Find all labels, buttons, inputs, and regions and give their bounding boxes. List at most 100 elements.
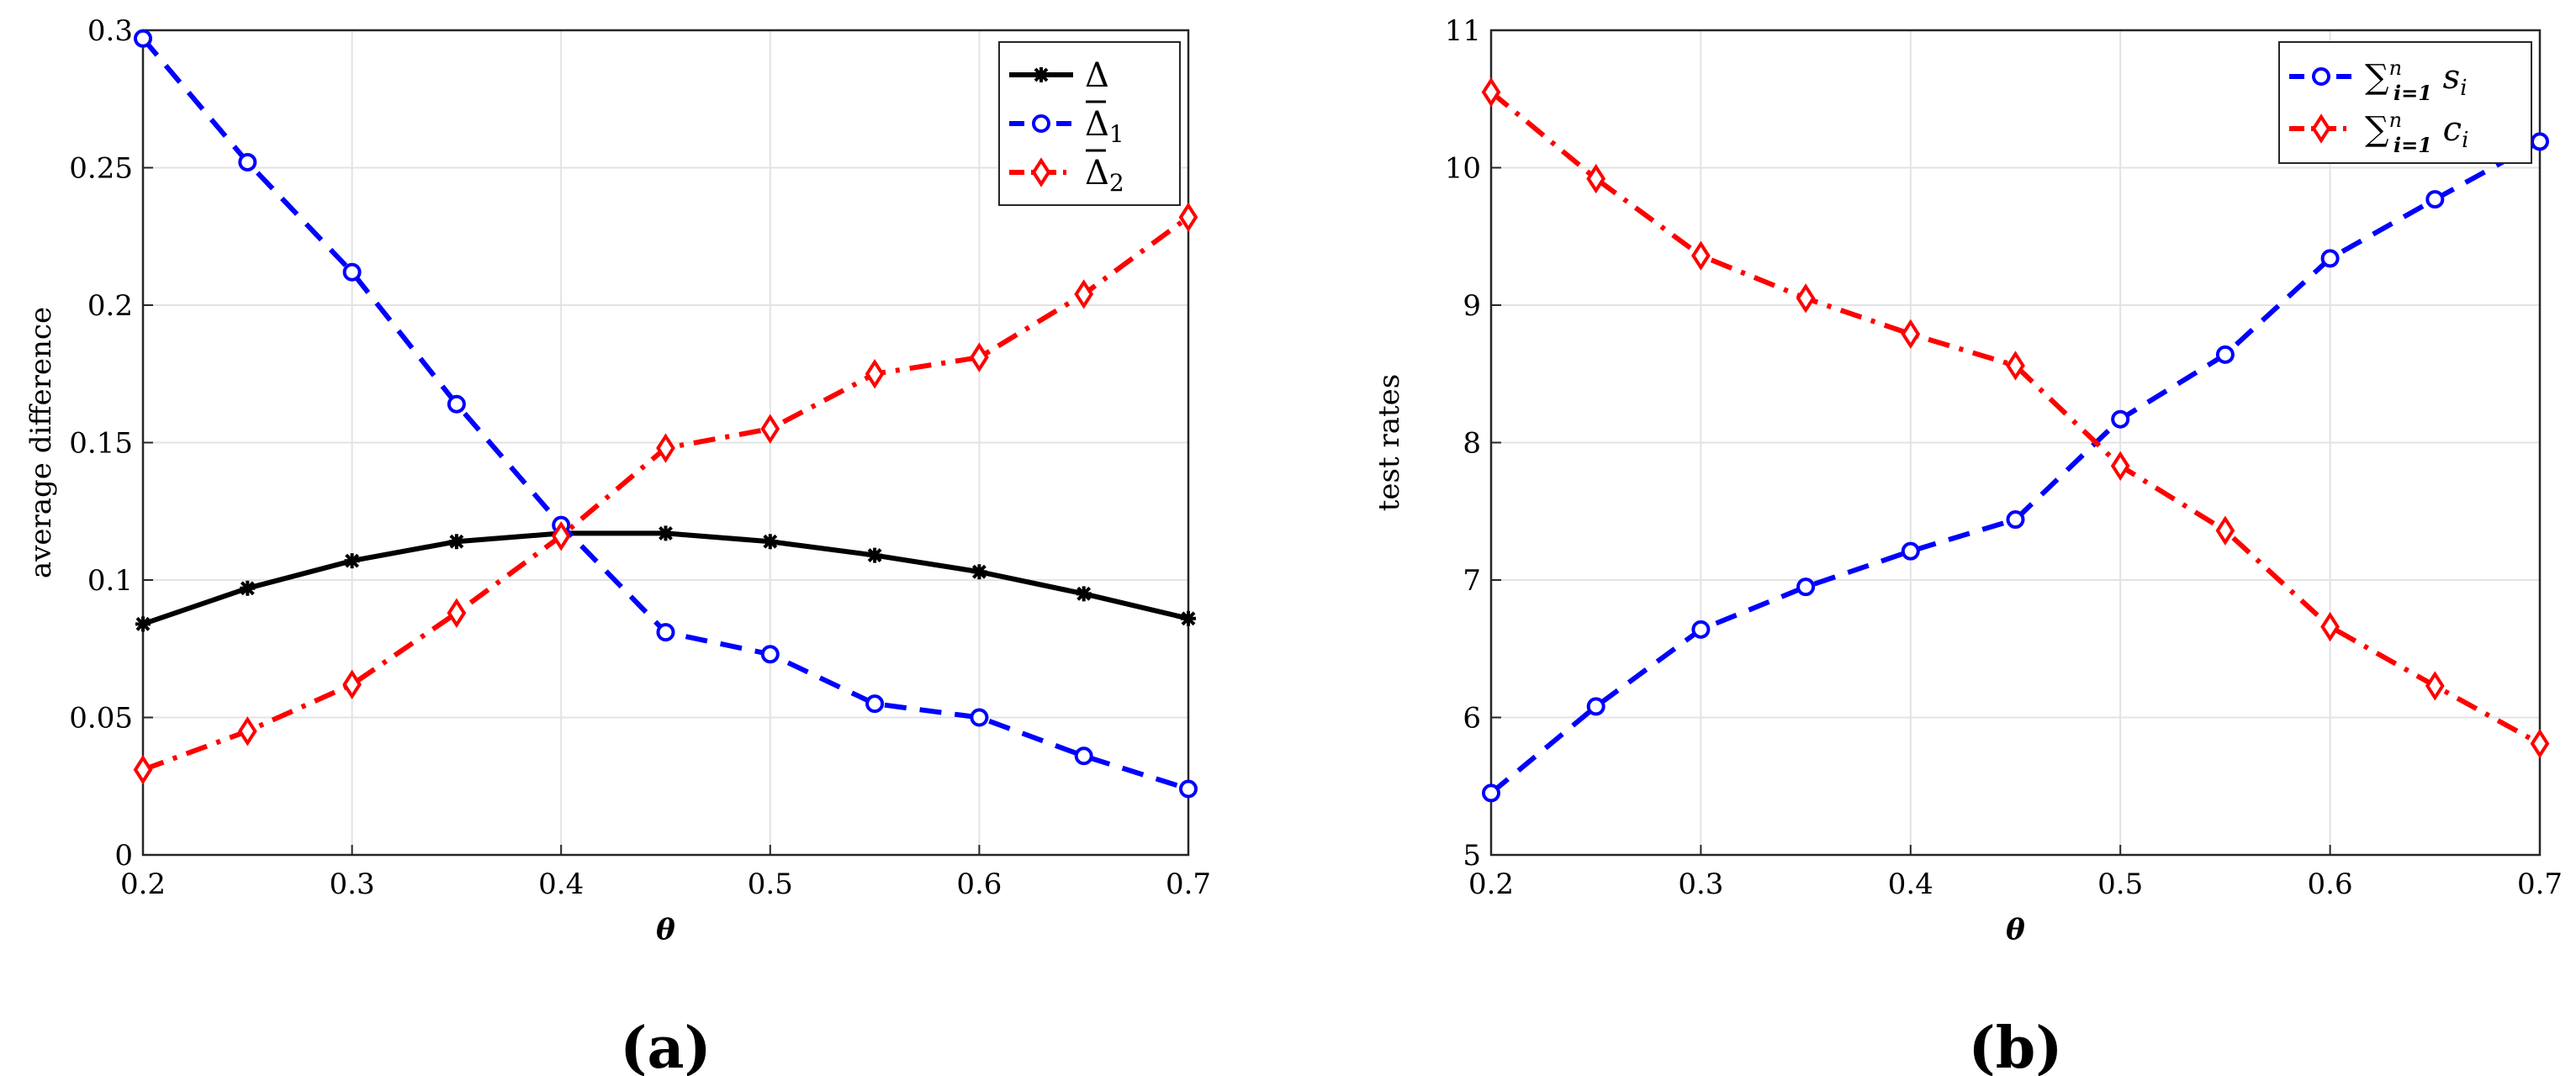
series-1-point [971,564,987,580]
y-tick-label: 0.1 [87,564,133,598]
x-tick-label: 0.3 [1678,868,1723,901]
series-1-point [240,580,256,596]
series-2-point [134,29,152,48]
legend-box [998,41,1181,206]
series-2-point [1901,319,1921,350]
x-tick-label: 0.2 [1468,868,1514,901]
x-tick-label: 0.5 [2097,868,2143,901]
y-tick-label: 6 [1463,702,1481,736]
y-tick-label: 0.3 [87,14,133,48]
series-3 [133,202,1198,785]
series-1-point [2006,510,2025,530]
series-1-point [2111,409,2130,429]
legend-marker [2311,113,2331,144]
series-3-point [342,669,362,699]
series-1-point [1691,620,1711,639]
series-1-point [1796,578,1816,597]
x-tick-label: 0.3 [330,868,375,901]
y-tick-label: 0 [114,839,133,873]
series-1-point [2215,345,2235,364]
series-3-point [1074,279,1094,309]
y-tick-label: 10 [1445,152,1481,186]
y-tick-label: 0.25 [69,152,133,186]
y-tick-label: 0.15 [69,427,133,461]
y-tick-label: 7 [1463,564,1481,598]
series-2-point [865,694,885,714]
series-3-point [970,342,989,372]
chart-a: 0.2 0.3 0.4 0.5 0.6 0.7 0 0.05 0.1 0.15 0.2 0.25 0.3… [24,14,1211,1076]
series-1-point [2320,249,2340,268]
x-tick-label: 0.7 [2517,868,2563,901]
series-2-point [1691,240,1711,271]
series-3-point [237,716,257,746]
subfigure-caption: (a) [620,1015,711,1076]
y-axis-label: test rates [1373,374,1406,511]
x-tick-label: 0.5 [748,868,793,901]
series-2-point [656,623,675,642]
x-axis-label: θ [2006,913,2025,947]
series-1-point [1586,697,1605,716]
series-2-point [1179,779,1198,799]
series-1-point [658,525,674,541]
series-2-point [2006,351,2025,381]
y-tick-label: 5 [1463,839,1481,873]
legend-marker [1031,157,1051,187]
legend: ∑n i=1 si∑n i=1 ci [2278,41,2532,164]
x-tick-label: 0.4 [538,868,584,901]
series-2-point [238,152,257,171]
y-axis-label: average difference [24,307,58,578]
y-tick-label: 9 [1463,289,1481,323]
legend-label: Δ1 [1085,105,1124,148]
series-2-line [1489,90,2542,746]
series-2-point [1074,746,1093,766]
legend-item: Δ1 [1009,100,1124,148]
axes-frame [141,29,1190,857]
series-3-point [551,520,571,551]
series-3-point [447,598,467,628]
x-tick-label: 0.6 [956,868,1002,901]
x-axis-label: θ [656,913,675,947]
series-2-point [447,394,466,414]
chart-b: 0.2 0.3 0.4 0.5 0.6 0.7 5 6 7 8 9 10 11 θ test rates (b… [1373,14,2563,1076]
series-3-point [656,433,675,463]
y-tick-label: 0.05 [69,702,133,736]
series-1-point [2425,190,2445,209]
legend-label: Δ2 [1085,154,1124,197]
series-3-point [1178,202,1198,233]
series-2-point [2110,451,2130,481]
series-3-point [865,359,885,389]
legend-label: ∑n i=1 ci [2365,108,2468,157]
series-2-point [1796,283,1816,314]
series-2-point [2425,671,2445,701]
legend-label: ∑n i=1 si [2365,56,2468,105]
x-tick-label: 0.4 [1888,868,1933,901]
series-1-point [2531,132,2549,151]
series-2-point [342,262,362,282]
series-2-point [1586,163,1606,194]
series-2-point [2320,611,2340,642]
legend-label: Δ [1085,56,1109,95]
legend-item: Δ [1009,56,1109,95]
legend-item: ∑n i=1 si [2289,56,2468,105]
x-tick-label: 0.7 [1166,868,1211,901]
legend-marker [1032,114,1050,133]
series-1 [1482,132,2549,803]
y-tick-label: 11 [1445,14,1481,48]
series-2-point [1481,76,1501,108]
series-2 [1481,76,2550,759]
series-1-point [1482,783,1500,803]
axes-frame [1489,29,2542,857]
series-2-point [2530,728,2550,759]
y-tick-label: 8 [1463,427,1481,461]
y-tick-label: 0.2 [87,289,133,323]
series-1-point [867,547,883,563]
legend-item: Δ2 [1009,149,1124,197]
x-tick-label: 0.6 [2308,868,2353,901]
series-1-point [762,534,778,550]
series-2-point [970,708,989,727]
series-3-point [760,414,780,444]
legend-marker [1034,67,1049,82]
legend: Δ Δ1 Δ2 [998,41,1181,206]
series-1-point [1076,586,1092,602]
